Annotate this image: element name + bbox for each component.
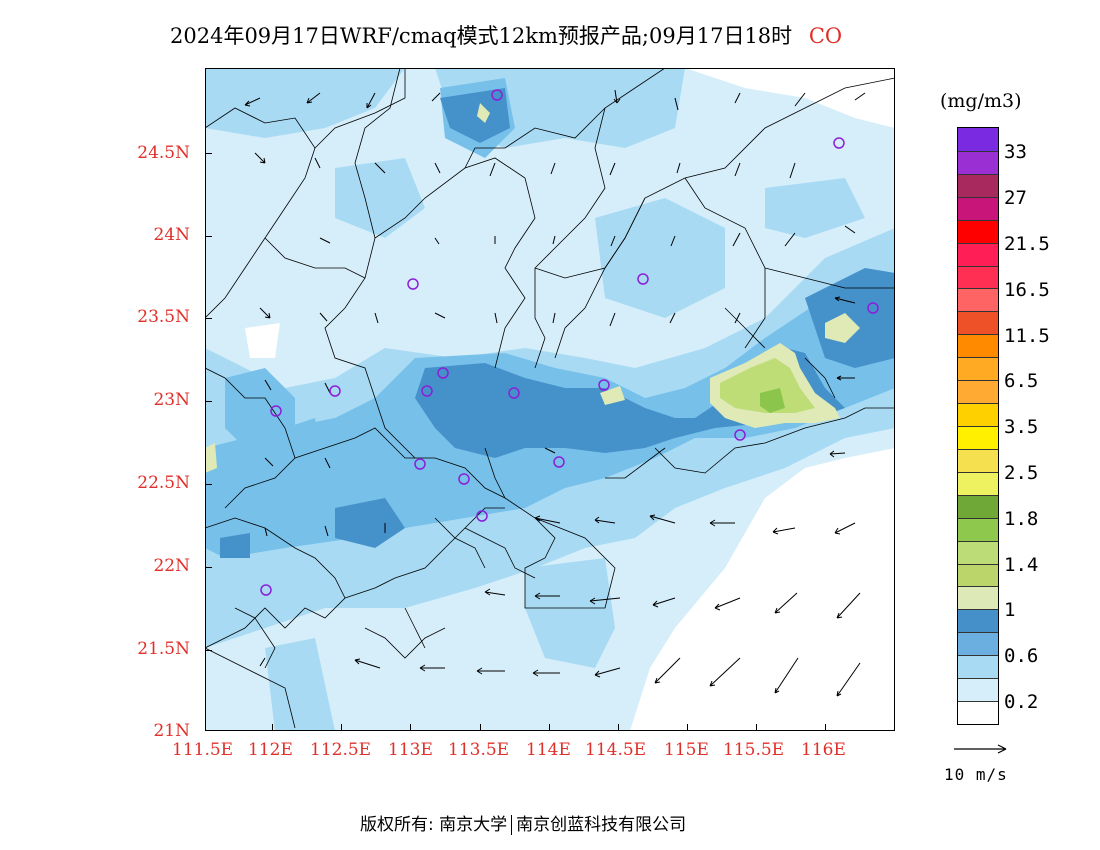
legend-label-0: 33 xyxy=(1004,141,1027,163)
legend-label-10: 1 xyxy=(1004,599,1016,621)
title-species: CO xyxy=(808,24,843,48)
lon-label-9: 116E xyxy=(801,740,846,760)
legend-swatch xyxy=(958,242,998,266)
legend-label-3: 16.5 xyxy=(1004,279,1050,301)
legend-swatch xyxy=(958,380,998,404)
lat-tick xyxy=(205,401,212,402)
reference-vector-label: 10 m/s xyxy=(944,765,1008,784)
legend-swatch xyxy=(958,219,998,243)
lat-tick xyxy=(205,153,212,154)
page-title: 2024年09月17日WRF/cmaq模式12km预报产品;09月17日18时 … xyxy=(170,20,842,50)
lon-label-1: 112E xyxy=(248,740,293,760)
legend-swatch xyxy=(958,563,998,587)
legend-swatch xyxy=(958,701,998,724)
level-darkgreen xyxy=(760,388,785,413)
lon-label-0: 111.5E xyxy=(172,740,234,760)
legend-label-4: 11.5 xyxy=(1004,325,1050,347)
legend-swatch xyxy=(958,609,998,633)
title-main: 2024年09月17日WRF/cmaq模式12km预报产品;09月17日18时 xyxy=(170,24,793,48)
legend-swatch xyxy=(958,471,998,495)
lon-label-3: 113E xyxy=(388,740,433,760)
copyright: 版权所有: 南京大学 南京创蓝科技有限公司 xyxy=(360,810,690,835)
lon-label-4: 113.5E xyxy=(448,740,510,760)
legend-swatch xyxy=(958,128,998,151)
legend-label-8: 1.8 xyxy=(1004,508,1039,530)
low-area-southeast xyxy=(630,448,895,731)
low-area-west xyxy=(245,323,280,358)
lon-tick xyxy=(410,724,411,731)
copyright-prefix: 版权所有: 南京大学 xyxy=(360,815,508,835)
lon-tick xyxy=(480,724,481,731)
lat-label-6: 21.5N xyxy=(137,639,190,659)
lon-tick xyxy=(341,724,342,731)
lon-label-7: 115E xyxy=(664,740,709,760)
concentration-map[interactable] xyxy=(205,68,895,731)
reference-arrow-icon xyxy=(954,744,1007,754)
lat-label-3: 23N xyxy=(153,390,190,410)
legend-label-2: 21.5 xyxy=(1004,233,1050,255)
lat-label-5: 22N xyxy=(153,556,190,576)
lat-label-1: 24N xyxy=(153,225,190,245)
lon-tick xyxy=(756,724,757,731)
lon-tick xyxy=(272,724,273,731)
level-green xyxy=(720,358,815,413)
lon-tick xyxy=(618,724,619,731)
legend-swatch xyxy=(958,150,998,174)
legend-swatch xyxy=(958,357,998,381)
lon-label-5: 114E xyxy=(526,740,571,760)
color-legend xyxy=(957,127,999,725)
wind-arrows xyxy=(244,89,866,697)
lat-label-0: 24.5N xyxy=(137,143,190,163)
lat-tick xyxy=(205,567,212,568)
legend-label-12: 0.2 xyxy=(1004,691,1039,713)
legend-swatch xyxy=(958,334,998,358)
lat-tick xyxy=(205,484,212,485)
low-area-northeast xyxy=(685,68,895,128)
legend-swatch xyxy=(958,426,998,449)
lat-label-4: 22.5N xyxy=(137,473,190,493)
legend-swatch xyxy=(958,494,998,518)
legend-swatch xyxy=(958,288,998,312)
legend-unit: (mg/m3) xyxy=(940,90,1022,112)
boundary-lines xyxy=(205,68,895,729)
legend-swatch xyxy=(958,655,998,679)
legend-label-5: 6.5 xyxy=(1004,370,1039,392)
legend-swatch xyxy=(958,403,998,426)
lat-label-2: 23.5N xyxy=(137,307,190,327)
legend-swatch xyxy=(958,586,998,610)
lat-tick xyxy=(205,236,212,237)
legend-swatch xyxy=(958,517,998,541)
map-canvas xyxy=(205,68,895,731)
legend-swatch xyxy=(958,265,998,289)
lon-label-2: 112.5E xyxy=(310,740,372,760)
lat-label-7: 21N xyxy=(153,721,190,741)
legend-swatch xyxy=(958,540,998,564)
legend-swatch xyxy=(958,448,998,472)
legend-swatch xyxy=(958,678,998,702)
legend-swatch xyxy=(958,632,998,656)
lon-tick xyxy=(549,724,550,731)
lat-tick xyxy=(205,318,212,319)
lon-label-8: 115.5E xyxy=(723,740,785,760)
legend-swatch xyxy=(958,311,998,335)
level-1 xyxy=(220,88,895,558)
legend-swatch xyxy=(958,196,998,220)
legend-label-6: 3.5 xyxy=(1004,416,1039,438)
legend-label-9: 1.4 xyxy=(1004,554,1039,576)
copyright-company: 南京创蓝科技有限公司 xyxy=(511,815,687,835)
legend-swatch xyxy=(958,173,998,197)
legend-label-1: 27 xyxy=(1004,187,1027,209)
lon-tick xyxy=(687,724,688,731)
lon-tick xyxy=(825,724,826,731)
lat-tick xyxy=(205,650,212,651)
lon-label-6: 114.5E xyxy=(585,740,647,760)
station-markers xyxy=(260,89,879,596)
legend-label-11: 0.6 xyxy=(1004,645,1039,667)
legend-label-7: 2.5 xyxy=(1004,462,1039,484)
